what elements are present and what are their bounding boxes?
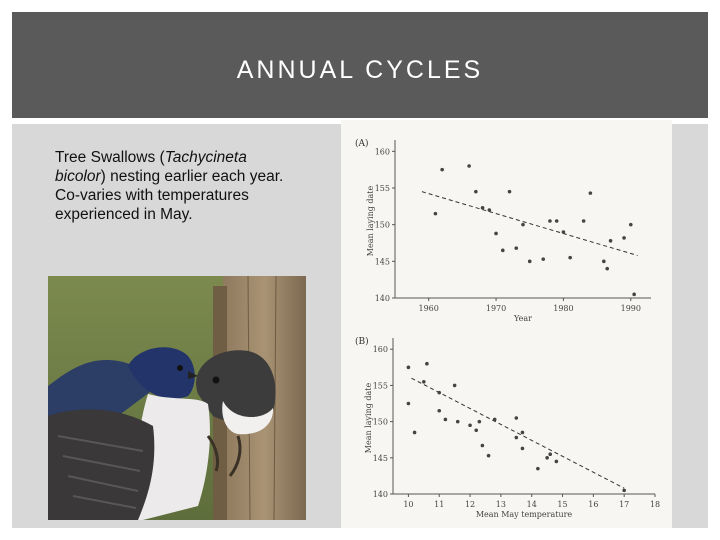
species-name: Tachycineta bicolor [55, 149, 247, 185]
panel-b-label: (B) [355, 336, 369, 347]
panel-a-x-axis-title: Year [513, 314, 532, 323]
panel-b-data-point [412, 430, 417, 435]
panel-b-data-point [406, 401, 411, 406]
panel-a-data-point [632, 292, 636, 297]
panel-a-x-tick-label: 1980 [553, 304, 573, 313]
panel-a-data-point [548, 219, 552, 223]
panel-a-data-point [561, 230, 566, 234]
panel-a-data-point [440, 167, 444, 172]
panel-a-y-tick-label: 155 [375, 184, 390, 193]
panel-b-trend-line [411, 377, 625, 489]
panel-b-x-tick-label: 10 [403, 500, 413, 509]
panel-a-x-tick-label: 1970 [486, 304, 506, 313]
panel-a-label: (A) [355, 138, 369, 149]
panel-b-data-point [622, 488, 626, 493]
panel-a-data-point [628, 222, 633, 227]
scatter-figure: (A) 140 145 150 155 160 1960 1970 1980 1990 Year Me… [355, 138, 660, 519]
panel-b-data-point [545, 456, 549, 460]
panel-a-data-point [433, 211, 438, 216]
panel-a-data-point [527, 259, 532, 264]
panel-b-data-point [425, 361, 429, 366]
panel-b-data-point [437, 390, 442, 395]
panel-b-y-tick-label: 145 [373, 454, 388, 463]
panel-a-x-tick-label: 1990 [621, 304, 641, 313]
panel-a-data-point [467, 164, 471, 168]
panel-b-x-tick-label: 11 [434, 500, 444, 509]
panel-b-data-point [536, 466, 540, 471]
panel-b-data-point [468, 423, 472, 428]
panel-b-data-point [548, 452, 552, 456]
panel-b-data-point [492, 417, 497, 422]
panel-a-data-point [521, 222, 525, 227]
swallow-photo [48, 275, 306, 521]
title-band: ANNUAL CYCLES [12, 12, 708, 118]
panel-b-x-tick-label: 15 [557, 500, 567, 509]
panel-a-data-point [480, 206, 485, 210]
panel-b-x-tick-label: 16 [588, 500, 598, 509]
panel-b-data-point [520, 430, 525, 435]
panel-b-data-point [554, 459, 559, 464]
panel-a-x-tick-label: 1960 [419, 304, 439, 313]
panel-a-data-point [608, 239, 613, 243]
panel-b-y-tick-label: 155 [373, 381, 388, 390]
panel-b-x-tick-label: 18 [650, 500, 660, 509]
panel-a-data-point [487, 208, 492, 212]
panel-b-x-tick-label: 12 [465, 500, 475, 509]
panel-a-data-point [568, 255, 572, 260]
panel-b-data-point [514, 416, 519, 420]
body-text-part-1: Tree Swallows ( [55, 149, 165, 166]
panel-b-data-point [474, 428, 479, 433]
panel-b-x-tick-label: 17 [619, 500, 629, 509]
panel-b-data-point [514, 435, 519, 440]
panel-b-data-point [520, 446, 525, 451]
panel-b-data-point [477, 419, 482, 424]
panel-a-data-point [494, 231, 498, 236]
panel-b-data-point [455, 419, 460, 424]
panel-a-data-point [605, 266, 610, 271]
panel-a-data-point [514, 246, 519, 250]
body-text: Tree Swallows (Tachycineta bicolor) nest… [55, 148, 300, 224]
panel-a-data-point [554, 219, 559, 223]
swallow-photo-illustration [48, 275, 306, 521]
panel-a-data-point [602, 259, 606, 264]
panel-a-data-point [507, 189, 512, 194]
body-text-part-2: ) nesting earlier each year. Co-varies w… [55, 168, 284, 223]
panel-b-x-tick-label: 13 [496, 500, 506, 509]
panel-b-data-point [443, 417, 448, 422]
slide-title: ANNUAL CYCLES [236, 56, 484, 84]
panel-b-data-point [486, 453, 491, 458]
panel-b-data-point [480, 443, 485, 448]
panel-b-y-tick-label: 140 [373, 490, 388, 499]
panel-a-data-point [588, 191, 593, 195]
panel-a-y-tick-label: 150 [375, 221, 390, 230]
panel-b-y-tick-label: 160 [373, 345, 388, 354]
panel-a-y-tick-label: 160 [375, 147, 390, 156]
figure-panel: (A) 140 145 150 155 160 1960 1970 1980 1990 Year Me… [341, 120, 672, 528]
panel-a-data-point [541, 257, 546, 261]
panel-a-data-point [474, 189, 478, 194]
panel-b-data-point [452, 383, 457, 388]
panel-a-y-tick-label: 140 [375, 294, 390, 303]
panel-a-data-point [500, 248, 505, 253]
panel-b-data-point [422, 380, 426, 384]
panel-b-y-axis-title: Mean laying date [364, 383, 373, 454]
panel-b-x-axis-title: Mean May temperature [476, 510, 573, 519]
panel-b-y-tick-label: 150 [373, 418, 388, 427]
panel-b-data-point [406, 365, 411, 370]
panel-b-x-tick-label: 14 [527, 500, 537, 509]
panel-a-y-tick-label: 145 [375, 257, 390, 266]
panel-a-data-point [581, 219, 586, 223]
panel-a-y-axis-title: Mean laying date [366, 186, 375, 257]
panel-a-data-point [622, 236, 626, 240]
panel-b-data-point [437, 408, 442, 413]
panel-a-trend-line [421, 191, 638, 256]
